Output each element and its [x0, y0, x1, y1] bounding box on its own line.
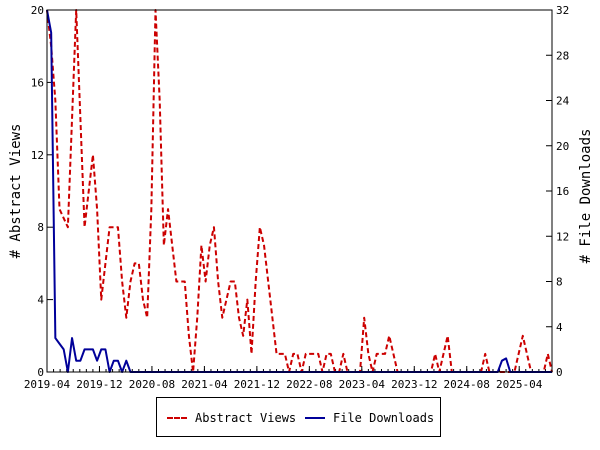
- x-tick-label: 2019-04: [24, 378, 71, 391]
- series-layer: [46, 9, 553, 373]
- legend-label-abstract-views: Abstract Views: [195, 411, 297, 425]
- y-right-tick-label: 24: [556, 95, 570, 108]
- legend-item-abstract-views: Abstract Views: [167, 410, 296, 426]
- legend-label-file-downloads: File Downloads: [333, 411, 435, 425]
- y-right-tick-label: 12: [556, 230, 569, 243]
- legend-swatch-file-downloads: [305, 417, 325, 419]
- y-left-tick-label: 8: [37, 221, 44, 234]
- y-right-tick-label: 4: [556, 321, 563, 334]
- x-tick-label: 2022-08: [286, 378, 332, 391]
- series-line-abstract-views: [46, 9, 553, 373]
- x-tick-label: 2025-04: [496, 378, 543, 391]
- y-left-tick-label: 20: [31, 4, 44, 17]
- x-tick-label: 2020-08: [129, 378, 175, 391]
- legend: Abstract Views File Downloads: [156, 397, 441, 437]
- y-left-tick-label: 16: [31, 76, 44, 89]
- series-line-file-downloads: [46, 9, 552, 373]
- y-right-tick-label: 0: [556, 366, 563, 379]
- y-right-tick-label: 16: [556, 185, 569, 198]
- y-left-tick-label: 0: [37, 366, 44, 379]
- y-right-tick-label: 28: [556, 49, 569, 62]
- y-left-tick-label: 12: [31, 149, 44, 162]
- x-tick-label: 2024-08: [444, 378, 490, 391]
- y-right-tick-label: 32: [556, 4, 569, 17]
- y-right-axis-title: # File Downloads: [578, 129, 594, 264]
- x-tick-label: 2023-12: [391, 378, 437, 391]
- tick-labels: 0 4 8 12 16 20 0 4 8 12 16 20 24 28 32 2019-04 2019-12 20…: [24, 4, 570, 391]
- legend-item-file-downloads: File Downloads: [305, 410, 434, 426]
- x-tick-label: 2019-12: [76, 378, 122, 391]
- x-tick-label: 2021-12: [234, 378, 280, 391]
- y-right-tick-label: 20: [556, 140, 569, 153]
- y-left-tick-label: 4: [37, 294, 44, 307]
- y-right-tick-label: 8: [556, 276, 563, 289]
- y-left-axis-title: # Abstract Views: [8, 124, 24, 259]
- x-tick-label: 2023-04: [339, 378, 386, 391]
- x-tick-label: 2021-04: [181, 378, 228, 391]
- legend-swatch-abstract-views: [167, 417, 187, 419]
- plot-frame: [46, 9, 553, 373]
- axis-ticks: [46, 9, 553, 373]
